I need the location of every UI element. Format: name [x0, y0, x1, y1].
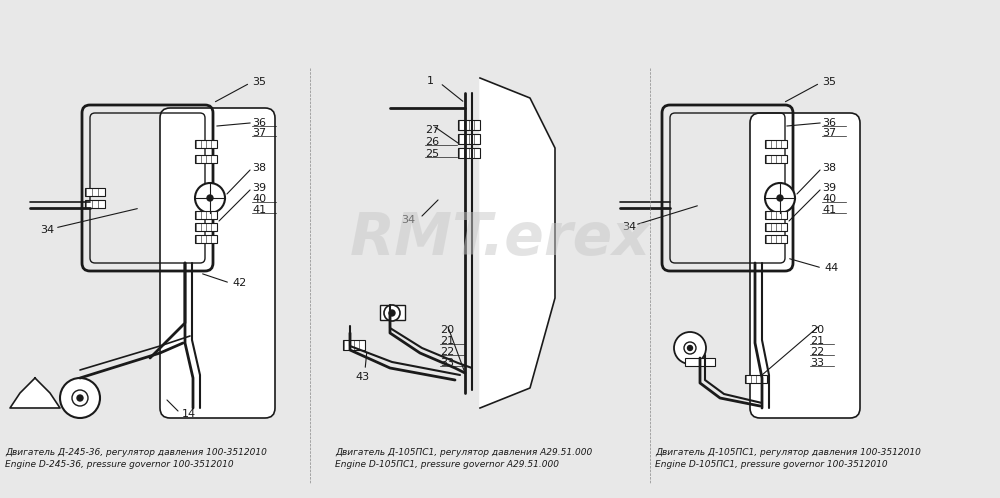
- Text: 43: 43: [356, 372, 370, 382]
- Circle shape: [77, 395, 83, 401]
- Circle shape: [777, 195, 783, 201]
- Circle shape: [60, 378, 100, 418]
- Text: 14: 14: [182, 409, 196, 419]
- Bar: [195, 211, 217, 219]
- Text: 33: 33: [440, 358, 454, 368]
- Text: 38: 38: [822, 163, 836, 173]
- Circle shape: [195, 183, 225, 213]
- Text: Engine D-105ПС1, pressure governor A29.51.000: Engine D-105ПС1, pressure governor A29.5…: [335, 460, 559, 469]
- Bar: [380, 305, 405, 320]
- Circle shape: [684, 342, 696, 354]
- Circle shape: [207, 195, 213, 201]
- Bar: [343, 340, 365, 350]
- Text: 21: 21: [810, 336, 824, 346]
- Bar: [765, 211, 787, 219]
- Text: Engine D-245-36, pressure governor 100-3512010: Engine D-245-36, pressure governor 100-3…: [5, 460, 234, 469]
- Circle shape: [384, 305, 400, 321]
- Text: 37: 37: [822, 128, 836, 138]
- Text: Двигатель Д-105ПС1, регулятор давления А29.51.000: Двигатель Д-105ПС1, регулятор давления А…: [335, 448, 592, 457]
- Circle shape: [688, 346, 692, 351]
- FancyBboxPatch shape: [160, 108, 275, 418]
- Bar: [458, 134, 480, 144]
- Bar: [685, 358, 715, 366]
- Bar: [458, 120, 480, 130]
- Text: 40: 40: [822, 194, 836, 204]
- Text: 34: 34: [40, 225, 54, 235]
- Text: 20: 20: [440, 325, 454, 335]
- Polygon shape: [480, 78, 555, 408]
- Text: 34: 34: [622, 222, 636, 232]
- Circle shape: [72, 390, 88, 406]
- Text: 44: 44: [824, 263, 838, 273]
- Bar: [458, 148, 480, 158]
- Circle shape: [674, 332, 706, 364]
- Text: 25: 25: [425, 149, 439, 159]
- Text: 41: 41: [252, 205, 266, 215]
- Bar: [85, 200, 105, 208]
- Text: 37: 37: [252, 128, 266, 138]
- Bar: [195, 155, 217, 163]
- Text: Двигатель Д-245-36, регулятор давления 100-3512010: Двигатель Д-245-36, регулятор давления 1…: [5, 448, 267, 457]
- Circle shape: [389, 310, 395, 316]
- Bar: [85, 188, 105, 196]
- Text: 41: 41: [822, 205, 836, 215]
- FancyBboxPatch shape: [750, 113, 860, 418]
- Text: 34: 34: [401, 215, 415, 225]
- Text: 26: 26: [425, 137, 439, 147]
- Text: 39: 39: [252, 183, 266, 193]
- Text: 35: 35: [252, 77, 266, 87]
- Polygon shape: [10, 378, 60, 408]
- Bar: [195, 235, 217, 243]
- Text: 38: 38: [252, 163, 266, 173]
- Bar: [195, 140, 217, 148]
- Bar: [765, 235, 787, 243]
- Text: RMT.erex: RMT.erex: [350, 210, 650, 266]
- Text: 40: 40: [252, 194, 266, 204]
- Text: 22: 22: [810, 347, 824, 357]
- Text: Двигатель Д-105ПС1, регулятор давления 100-3512010: Двигатель Д-105ПС1, регулятор давления 1…: [655, 448, 921, 457]
- Bar: [195, 223, 217, 231]
- Bar: [745, 375, 767, 383]
- Text: 20: 20: [810, 325, 824, 335]
- Text: 36: 36: [822, 118, 836, 128]
- Bar: [765, 140, 787, 148]
- Bar: [765, 223, 787, 231]
- Bar: [765, 155, 787, 163]
- Text: 35: 35: [822, 77, 836, 87]
- Text: 39: 39: [822, 183, 836, 193]
- Text: 42: 42: [232, 278, 246, 288]
- Text: 27: 27: [425, 125, 439, 135]
- Text: 33: 33: [810, 358, 824, 368]
- Text: Engine D-105ПС1, pressure governor 100-3512010: Engine D-105ПС1, pressure governor 100-3…: [655, 460, 888, 469]
- Text: 22: 22: [440, 347, 454, 357]
- Circle shape: [765, 183, 795, 213]
- Text: 21: 21: [440, 336, 454, 346]
- Text: 1: 1: [426, 76, 434, 86]
- Text: 36: 36: [252, 118, 266, 128]
